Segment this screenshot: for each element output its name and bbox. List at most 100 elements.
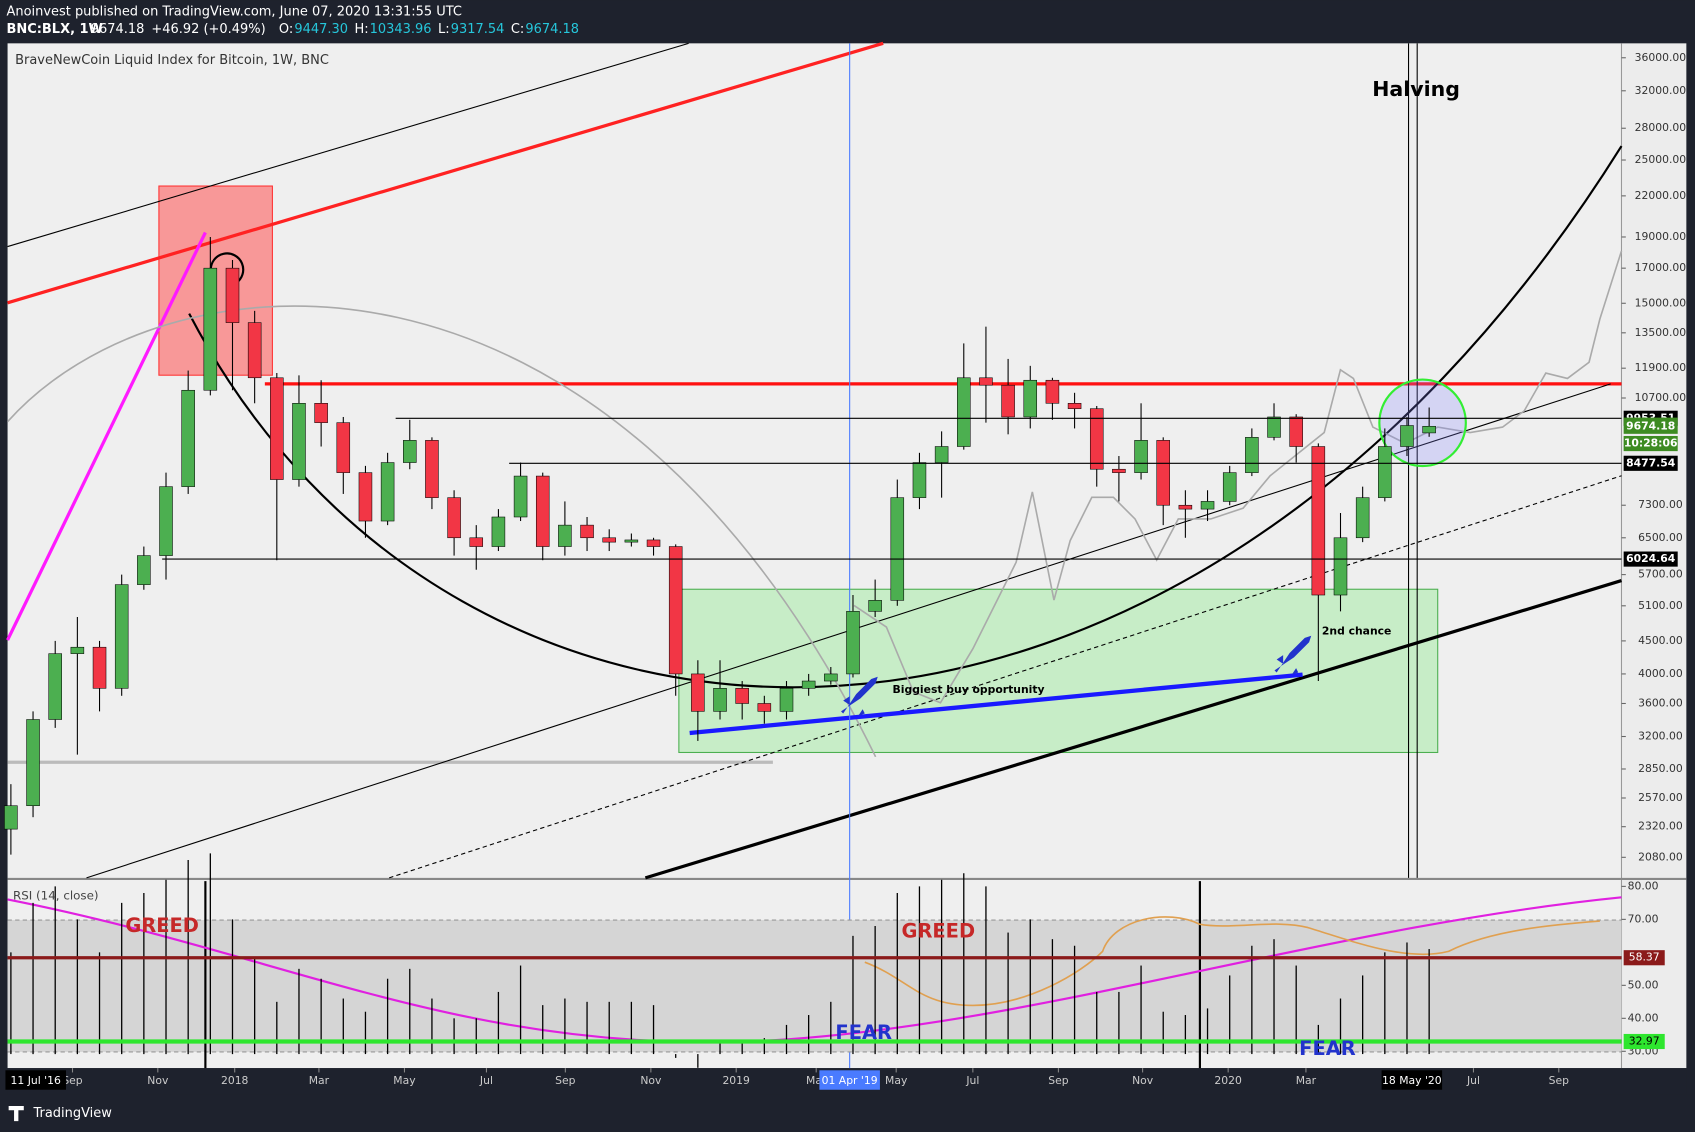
x-tick-label: Sep bbox=[1048, 1074, 1068, 1087]
rsi-annotation: FEAR bbox=[835, 1021, 892, 1044]
rsi-projection bbox=[864, 916, 1600, 1007]
candle-body bbox=[979, 377, 993, 386]
candle-body bbox=[1267, 416, 1281, 438]
candle-body bbox=[314, 403, 328, 423]
candle-body bbox=[801, 680, 816, 689]
candle-body bbox=[1311, 446, 1326, 596]
rsi-level-label: 58.37 bbox=[1629, 951, 1660, 964]
candle-body bbox=[1245, 437, 1259, 473]
candle-body bbox=[513, 475, 528, 518]
ohlc-value: 9317.54 bbox=[451, 22, 505, 37]
last-price-label: 9674.18 bbox=[1626, 419, 1675, 432]
marker-label-bg bbox=[819, 1070, 880, 1090]
accumulation-box bbox=[678, 588, 1439, 754]
x-tick-label: Mar bbox=[1296, 1074, 1317, 1087]
candle-body bbox=[159, 486, 173, 556]
marker-label-bg bbox=[5, 1070, 66, 1090]
candle-body bbox=[824, 673, 838, 682]
trend-line bbox=[6, 231, 207, 641]
footer bbox=[0, 1094, 1695, 1132]
marker-label-bg bbox=[1381, 1070, 1443, 1090]
candle-body bbox=[912, 462, 927, 498]
candle-body bbox=[668, 546, 683, 675]
candle-body bbox=[203, 267, 218, 391]
last-price-bg bbox=[1623, 417, 1678, 434]
candle-body bbox=[70, 646, 85, 654]
rsi-annotation: FEAR bbox=[1299, 1037, 1356, 1060]
candle-body bbox=[1222, 472, 1237, 502]
y-tick-label: 13500.00 bbox=[1635, 326, 1687, 339]
y-tick-label: 10700.00 bbox=[1635, 391, 1687, 404]
rsi-tick-label: 80.00 bbox=[1628, 879, 1659, 892]
candle-body bbox=[92, 646, 107, 689]
y-tick-label: 2850.00 bbox=[1638, 762, 1683, 775]
candle-body bbox=[934, 446, 949, 463]
candle-body bbox=[535, 475, 550, 547]
candle-body bbox=[846, 611, 860, 675]
candle-body bbox=[270, 377, 284, 480]
y-tick-label: 22000.00 bbox=[1635, 189, 1687, 202]
candle-body bbox=[137, 555, 151, 585]
y-tick-label: 19000.00 bbox=[1635, 230, 1687, 243]
x-tick-label: May bbox=[393, 1074, 416, 1087]
last: 9674.18 bbox=[91, 22, 145, 37]
candle-body bbox=[1422, 425, 1436, 434]
candle-body bbox=[1333, 537, 1348, 596]
y-tick-label: 36000.00 bbox=[1635, 51, 1687, 64]
rsi-tick-label: 70.00 bbox=[1628, 912, 1659, 925]
candle-body bbox=[425, 440, 439, 498]
candle-body bbox=[1200, 501, 1215, 510]
x-tick-label: Nov bbox=[147, 1074, 169, 1087]
chart-title: BraveNewCoin Liquid Index for Bitcoin, 1… bbox=[15, 53, 329, 68]
candle-body bbox=[4, 805, 18, 830]
y-tick-label: 4000.00 bbox=[1638, 667, 1683, 680]
y-tick-label: 25000.00 bbox=[1635, 153, 1687, 166]
candle-body bbox=[691, 673, 705, 712]
rsi-band bbox=[7, 920, 1622, 1052]
x-tick-label: Jul bbox=[479, 1074, 493, 1087]
price-level-bg bbox=[1623, 455, 1678, 471]
candle-body bbox=[1400, 425, 1414, 447]
countdown-bg bbox=[1623, 435, 1678, 452]
candle-body bbox=[1045, 379, 1060, 404]
ohlc-value: 10343.96 bbox=[370, 22, 432, 37]
x-tick-label: Sep bbox=[1549, 1074, 1569, 1087]
candle-body bbox=[1289, 416, 1303, 447]
candle-body bbox=[380, 462, 395, 522]
candle-body bbox=[1023, 379, 1038, 418]
candle-body bbox=[225, 267, 240, 323]
candle-body bbox=[1156, 440, 1170, 506]
annotation: Biggiest buy opportunity bbox=[893, 683, 1045, 696]
ohlc-value: 9674.18 bbox=[525, 22, 579, 37]
candle-body bbox=[713, 688, 727, 712]
y-tick-label: 3200.00 bbox=[1638, 730, 1683, 743]
y-tick-label: 17000.00 bbox=[1635, 261, 1687, 274]
annotation: Halving bbox=[1372, 77, 1460, 101]
y-tick-label: 2320.00 bbox=[1638, 820, 1683, 833]
y-tick-label: 2080.00 bbox=[1638, 850, 1683, 863]
candle-body bbox=[1355, 497, 1370, 539]
y-tick-label: 11900.00 bbox=[1635, 361, 1687, 374]
candle-body bbox=[26, 719, 40, 807]
marker-label: 01 Apr '19 bbox=[822, 1074, 878, 1087]
logo bbox=[8, 1105, 24, 1122]
rsi-tick-label: 40.00 bbox=[1628, 1011, 1659, 1024]
trend-line bbox=[644, 579, 1622, 880]
candle-body bbox=[403, 440, 417, 463]
fractal-projection bbox=[853, 250, 1623, 704]
brand: TradingView bbox=[33, 1106, 113, 1121]
candle-body bbox=[580, 524, 594, 539]
y-tick-label: 5700.00 bbox=[1638, 568, 1683, 581]
candle-body bbox=[1178, 504, 1193, 510]
y-tick-label: 3600.00 bbox=[1638, 696, 1683, 709]
candle-body bbox=[1112, 468, 1126, 473]
trend-line bbox=[7, 41, 884, 305]
y-tick-label: 2570.00 bbox=[1638, 791, 1683, 804]
x-tick-label: May bbox=[885, 1074, 908, 1087]
candle-body bbox=[602, 537, 616, 543]
rocket-icon bbox=[841, 676, 878, 716]
ohlc-label: C: bbox=[511, 22, 524, 37]
x-tick-label: Nov bbox=[640, 1074, 662, 1087]
candle-body bbox=[779, 688, 794, 712]
x-tick-label: Jul bbox=[1466, 1074, 1480, 1087]
